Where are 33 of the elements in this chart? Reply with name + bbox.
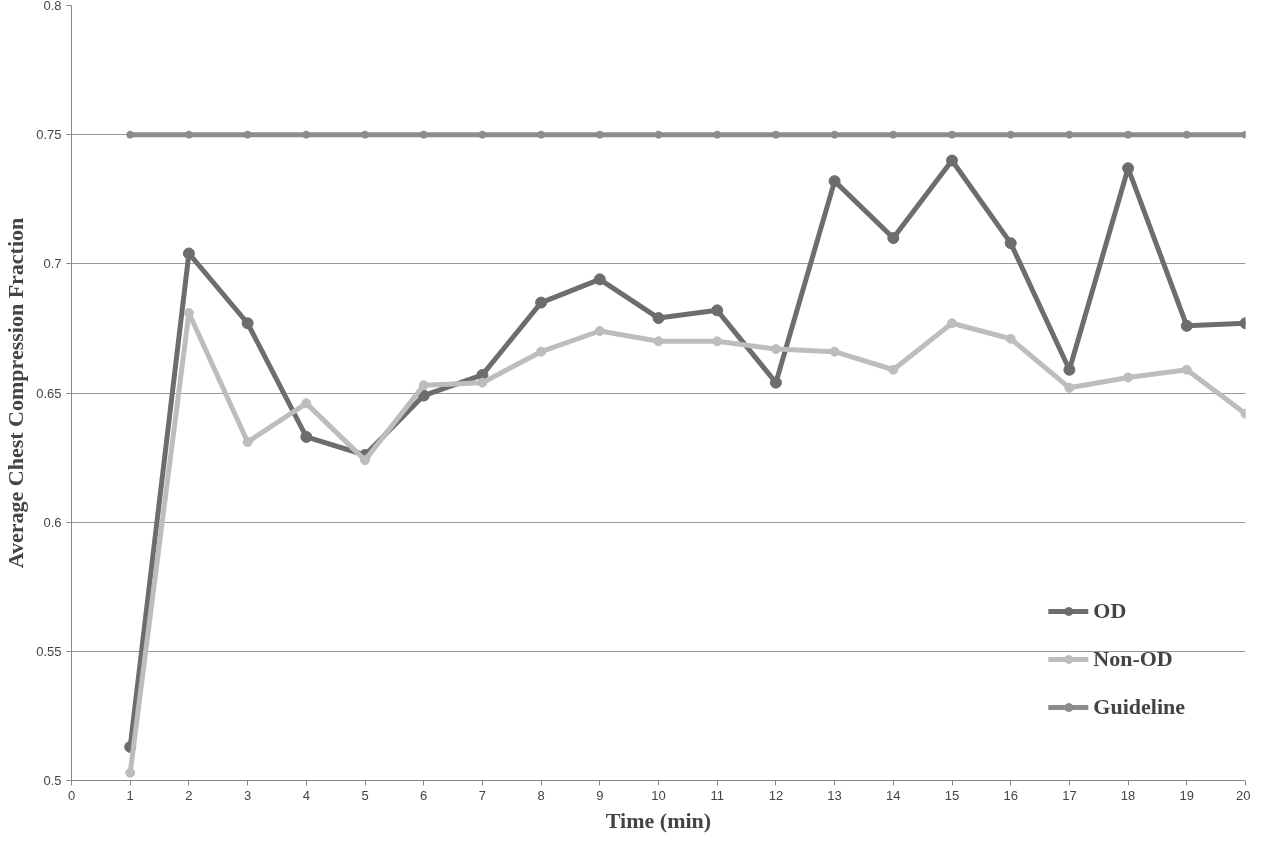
x-tick-label: 15 bbox=[944, 787, 960, 803]
y-tick-label: 0.65 bbox=[36, 385, 62, 401]
y-tick-label: 0.55 bbox=[36, 643, 62, 659]
legend-label: Non-OD bbox=[1093, 646, 1173, 672]
x-tick-label: 5 bbox=[361, 787, 369, 803]
y-tick-label: 0.7 bbox=[43, 256, 62, 272]
x-tick-label: 18 bbox=[1120, 787, 1136, 803]
x-tick-label: 16 bbox=[1003, 787, 1018, 803]
x-tick-label: 0 bbox=[67, 787, 76, 803]
x-tick-label: 2 bbox=[185, 787, 193, 803]
x-tick-label: 12 bbox=[768, 787, 784, 803]
y-tick-label: 0.8 bbox=[43, 0, 62, 13]
x-tick-label: 19 bbox=[1179, 787, 1195, 803]
x-axis-title: Time (min) bbox=[605, 807, 712, 833]
x-tick-label: 6 bbox=[420, 787, 428, 803]
x-tick-label: 9 bbox=[596, 787, 604, 803]
x-tick-label: 20 bbox=[1236, 787, 1251, 803]
y-tick-label: 0.75 bbox=[36, 127, 62, 143]
x-tick-label: 14 bbox=[886, 787, 901, 803]
legend-label: OD bbox=[1093, 598, 1127, 624]
y-tick-label: 0.6 bbox=[43, 514, 62, 530]
x-tick-label: 4 bbox=[302, 787, 310, 803]
legend-label: Guideline bbox=[1093, 694, 1185, 720]
x-tick-label: 17 bbox=[1062, 787, 1077, 803]
x-tick-label: 13 bbox=[827, 787, 842, 803]
x-tick-label: 8 bbox=[537, 787, 545, 803]
x-tick-label: 11 bbox=[710, 787, 724, 803]
x-tick-label: 3 bbox=[243, 787, 252, 803]
x-tick-label: 7 bbox=[478, 787, 487, 803]
x-tick-label: 10 bbox=[651, 787, 666, 803]
y-tick-label: 0.5 bbox=[43, 773, 62, 788]
x-tick-label: 1 bbox=[126, 787, 134, 803]
y-axis-title: Average Chest Compression Fraction bbox=[3, 217, 29, 569]
